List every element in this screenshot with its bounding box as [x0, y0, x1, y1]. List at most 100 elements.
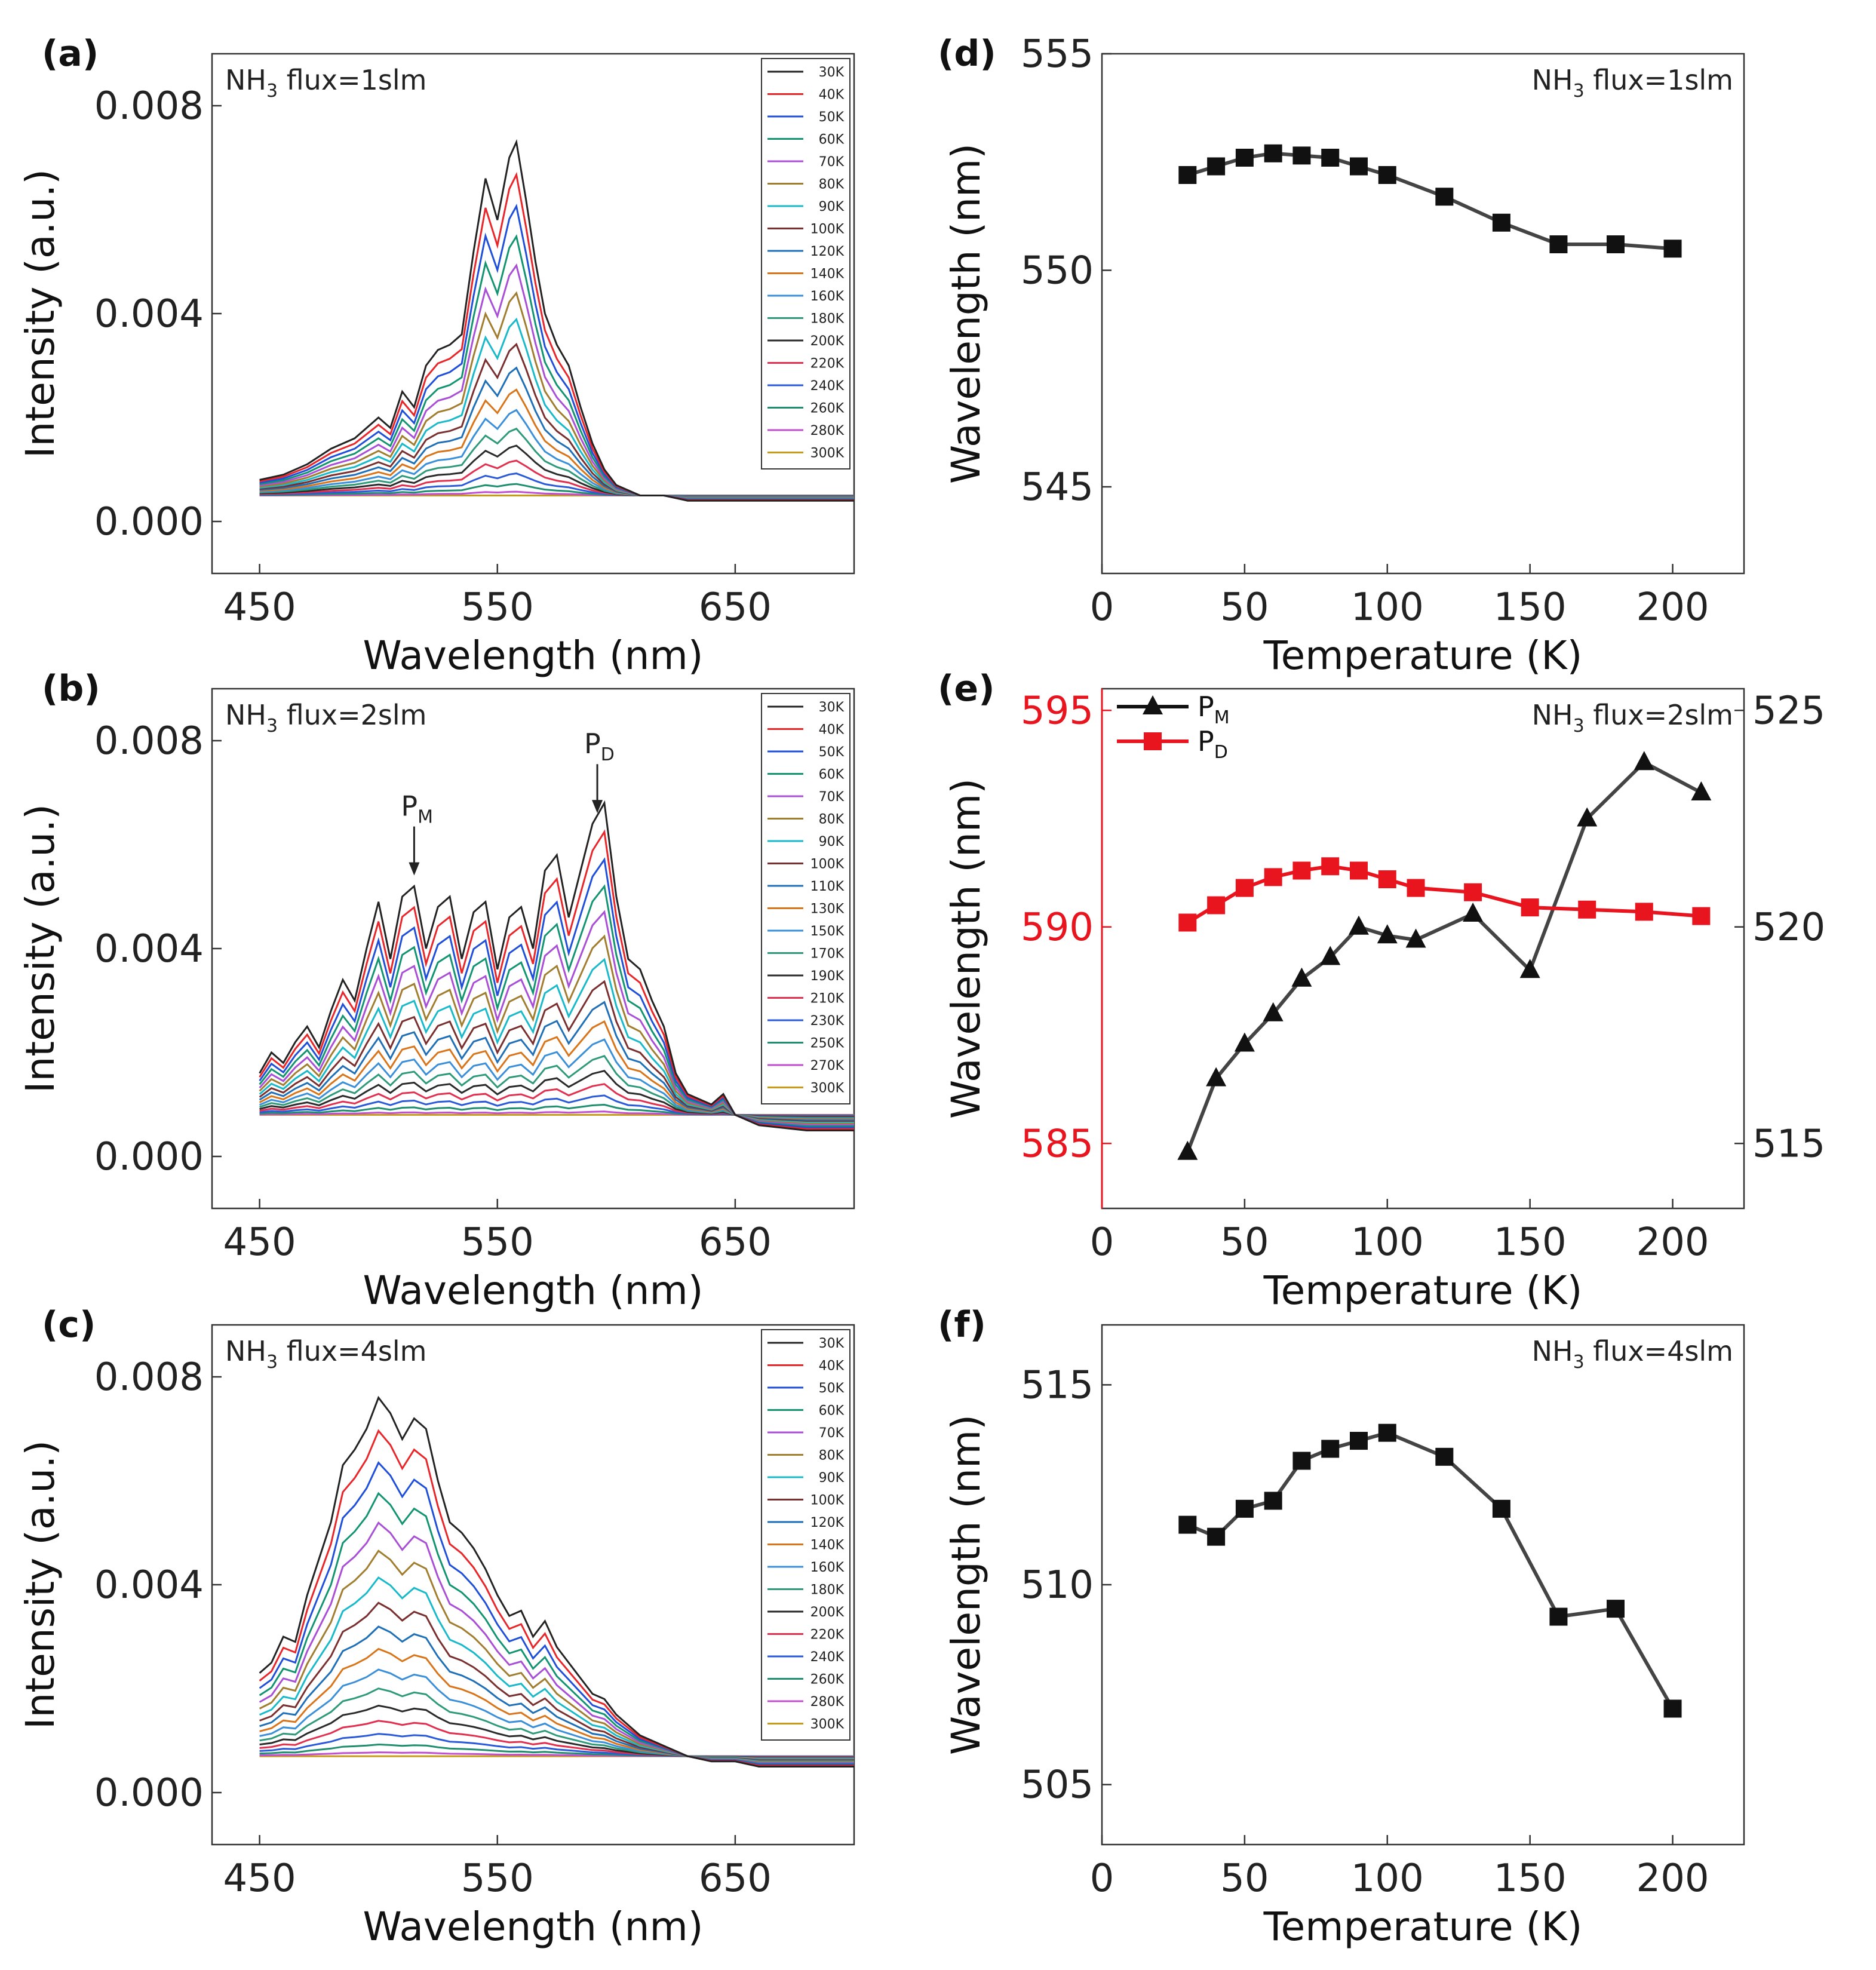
- annotation-sub: 3: [266, 1352, 278, 1373]
- data-point: [1177, 1140, 1198, 1160]
- legend-label: 30K: [819, 1336, 845, 1351]
- x-tick-label: 650: [699, 585, 772, 630]
- spectrum-50K: [259, 857, 854, 1129]
- legend-label: 30K: [819, 65, 845, 80]
- panel-label: (a): [42, 33, 99, 75]
- y2-tick-label: 525: [1752, 689, 1825, 733]
- peak-label: PD: [584, 728, 615, 765]
- legend-label: 220K: [810, 1628, 845, 1643]
- data-point: [1292, 146, 1311, 165]
- legend-name: P: [1198, 691, 1214, 723]
- legend-label: 210K: [810, 992, 845, 1007]
- x-tick-label: 550: [461, 1857, 534, 1901]
- y-tick-label: 0.000: [94, 1135, 204, 1179]
- data-point: [1663, 1699, 1682, 1718]
- data-point: [1350, 157, 1368, 176]
- legend-label: 250K: [810, 1036, 845, 1051]
- x-axis-title: Wavelength (nm): [363, 1268, 703, 1314]
- legend-label: 50K: [819, 110, 845, 125]
- legend-marker: [1144, 732, 1162, 750]
- legend-label: 140K: [810, 267, 845, 282]
- y-axis-title: Intensity (a.u.): [17, 169, 63, 458]
- x-axis-title: Wavelength (nm): [363, 633, 703, 679]
- legend-label: 90K: [819, 200, 845, 214]
- data-point: [1407, 879, 1425, 897]
- y-tick-label: 510: [1021, 1563, 1094, 1607]
- data-point: [1692, 907, 1711, 925]
- panel-0: 450 550 650 0.000 0.004 0.008 Wavelength (nm) I…: [17, 33, 855, 679]
- data-point: [1264, 1492, 1282, 1510]
- legend-label: 300K: [810, 1717, 845, 1732]
- data-point: [1320, 946, 1341, 965]
- spectrum-230K: [259, 1094, 854, 1117]
- legend-box: [761, 58, 851, 470]
- data-point: [1291, 967, 1312, 987]
- y-tick-label: 515: [1021, 1363, 1094, 1407]
- spectrum-30K: [259, 1395, 854, 1768]
- spectrum-70K: [259, 910, 854, 1126]
- legend-label: 130K: [810, 902, 845, 917]
- y2-tick-label: 515: [1752, 1122, 1825, 1166]
- data-point: [1321, 1440, 1340, 1458]
- data-point: [1207, 1527, 1226, 1546]
- legend-label: 30K: [819, 700, 845, 715]
- y-tick-label: 0.008: [94, 84, 204, 128]
- data-point: [1178, 166, 1197, 184]
- data-point: [1178, 1515, 1197, 1534]
- legend-label: 110K: [810, 879, 845, 894]
- data-point: [1207, 896, 1226, 915]
- legend-label: 40K: [819, 723, 845, 738]
- x-tick-label: 100: [1351, 585, 1424, 630]
- x-tick-label: 450: [223, 1220, 296, 1265]
- legend-label: 180K: [810, 1583, 845, 1598]
- annotation-sub: 3: [266, 716, 278, 737]
- legend-label: 150K: [810, 924, 845, 939]
- flux-annotation: NH3 flux=4slm: [1532, 1335, 1733, 1373]
- data-point: [1235, 1499, 1254, 1518]
- y-axis-title: Intensity (a.u.): [17, 1440, 63, 1729]
- data-point: [1549, 235, 1568, 253]
- x-tick-label: 550: [461, 1220, 534, 1265]
- legend-label: 60K: [819, 1404, 845, 1419]
- data-point: [1463, 903, 1484, 922]
- x-tick-label: 150: [1494, 1220, 1567, 1265]
- legend-label: 40K: [819, 1359, 845, 1374]
- x-tick-label: 150: [1494, 585, 1567, 630]
- spectrum-90K: [259, 958, 854, 1124]
- legend-label: 40K: [819, 88, 845, 103]
- legend-label: 80K: [819, 1449, 845, 1463]
- x-axis-title: Temperature (K): [1263, 1268, 1583, 1314]
- panel-3: 0 50 100 150 200 545 550 555 Temperature (K) Wave…: [938, 32, 1745, 679]
- spectrum-250K: [259, 1103, 854, 1116]
- y-axis-title: Intensity (a.u.): [17, 804, 63, 1093]
- spectrum-40K: [259, 829, 854, 1130]
- annotation-pre: NH: [1532, 699, 1573, 731]
- x-tick-label: 200: [1636, 1857, 1709, 1901]
- data-point: [1549, 1607, 1568, 1626]
- data-point: [1492, 1499, 1510, 1518]
- legend-label: 220K: [810, 357, 845, 372]
- x-tick-label: 200: [1636, 585, 1709, 630]
- data-point: [1378, 166, 1396, 184]
- legend-label: PM: [1198, 691, 1230, 728]
- data-point: [1350, 1432, 1368, 1450]
- legend-label: 170K: [810, 947, 845, 962]
- x-axis-title: Temperature (K): [1263, 633, 1583, 679]
- annotation-pre: NH: [225, 1335, 266, 1367]
- spectrum-130K: [259, 1020, 854, 1121]
- annotation-sub: 3: [266, 81, 278, 102]
- y-tick-label: 505: [1021, 1763, 1094, 1808]
- flux-annotation: NH3 flux=4slm: [225, 1335, 426, 1373]
- peak-name: P: [584, 728, 601, 760]
- legend-label: 280K: [810, 424, 845, 438]
- spectrum-60K: [259, 884, 854, 1127]
- y-axis-title: Wavelength (nm): [943, 778, 989, 1119]
- data-point: [1519, 959, 1540, 978]
- data-point: [1464, 883, 1482, 901]
- x-tick-label: 50: [1220, 585, 1269, 630]
- data-point: [1378, 1423, 1396, 1442]
- legend-label: 50K: [819, 1381, 845, 1396]
- data-point: [1435, 1447, 1454, 1466]
- legend-label: 200K: [810, 334, 845, 349]
